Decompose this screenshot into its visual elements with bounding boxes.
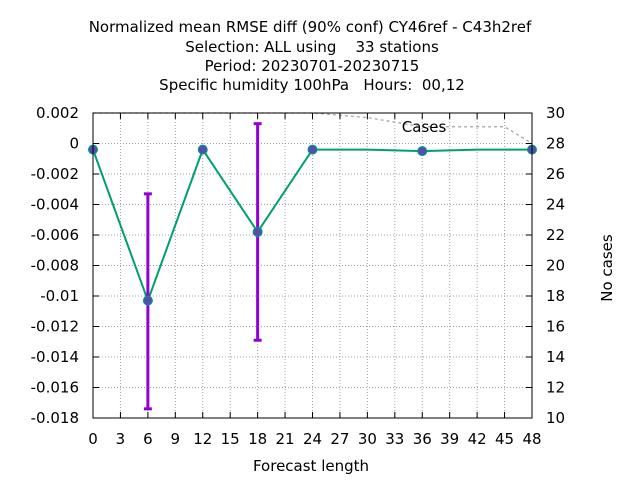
data-point bbox=[417, 146, 428, 157]
x-tick-label: 27 bbox=[330, 430, 349, 448]
x-tick-label: 45 bbox=[495, 430, 514, 448]
y2-axis-ticks: 30 28 26 24 22 20 18 16 14 12 10 bbox=[526, 104, 565, 427]
x-tick-label: 15 bbox=[221, 430, 240, 448]
data-point bbox=[307, 144, 318, 155]
x-tick-label: 33 bbox=[385, 430, 404, 448]
y2-tick-label: 14 bbox=[546, 348, 565, 366]
main-series bbox=[92, 147, 532, 304]
chart-title: Normalized mean RMSE diff (90% conf) CY4… bbox=[89, 18, 532, 94]
y-tick-label: -0.002 bbox=[31, 165, 79, 183]
y-tick-label: -0.014 bbox=[31, 348, 79, 366]
x-tick-label: 0 bbox=[88, 430, 98, 448]
title-line-1: Normalized mean RMSE diff (90% conf) CY4… bbox=[89, 18, 532, 36]
x-tick-label: 42 bbox=[468, 430, 487, 448]
data-point bbox=[142, 295, 153, 306]
x-axis-label: Forecast length bbox=[253, 457, 369, 475]
series-line bbox=[92, 147, 532, 304]
y-tick-label: -0.01 bbox=[40, 287, 79, 305]
x-tick-label: 12 bbox=[193, 430, 212, 448]
x-tick-label: 48 bbox=[522, 430, 541, 448]
y2-tick-label: 18 bbox=[546, 287, 565, 305]
x-axis-ticks: 0 3 6 9 12 15 18 21 24 27 30 33 36 39 42 45 48 bbox=[88, 113, 542, 448]
x-tick-label: 24 bbox=[303, 430, 322, 448]
x-tick-label: 18 bbox=[248, 430, 267, 448]
y-axis-ticks: 0.002 0 -0.002 -0.004 -0.006 -0.008 -0.01 -0.01… bbox=[31, 104, 99, 427]
y-tick-label: -0.018 bbox=[31, 409, 79, 427]
y2-tick-label: 28 bbox=[546, 135, 565, 153]
y2-tick-label: 20 bbox=[546, 257, 565, 275]
grid-lines bbox=[93, 113, 532, 418]
y2-axis-label: No cases bbox=[598, 234, 616, 302]
x-tick-label: 21 bbox=[276, 430, 295, 448]
y-tick-label: -0.012 bbox=[31, 318, 79, 336]
y-tick-label: 0.002 bbox=[36, 104, 79, 122]
title-line-2: Selection: ALL using 33 stations bbox=[185, 38, 439, 56]
y2-tick-label: 16 bbox=[546, 318, 565, 336]
y-tick-label: -0.006 bbox=[31, 226, 79, 244]
y2-tick-label: 22 bbox=[546, 226, 565, 244]
y-tick-label: -0.008 bbox=[31, 257, 79, 275]
x-tick-label: 39 bbox=[440, 430, 459, 448]
cases-legend-label: Cases bbox=[402, 118, 447, 136]
y2-tick-label: 10 bbox=[546, 409, 565, 427]
y-tick-label: 0 bbox=[69, 135, 79, 153]
y2-tick-label: 30 bbox=[546, 104, 565, 122]
title-line-3: Period: 20230701-20230715 bbox=[205, 57, 420, 75]
data-point bbox=[197, 144, 208, 155]
x-tick-label: 3 bbox=[116, 430, 126, 448]
x-tick-label: 30 bbox=[358, 430, 377, 448]
y-tick-label: -0.004 bbox=[31, 196, 79, 214]
y-tick-label: -0.016 bbox=[31, 379, 79, 397]
x-tick-label: 6 bbox=[143, 430, 153, 448]
x-tick-label: 9 bbox=[171, 430, 181, 448]
y2-tick-label: 26 bbox=[546, 165, 565, 183]
y2-tick-label: 12 bbox=[546, 379, 565, 397]
y2-tick-label: 24 bbox=[546, 196, 565, 214]
x-tick-label: 36 bbox=[413, 430, 432, 448]
title-line-4: Specific humidity 100hPa Hours: 00,12 bbox=[159, 76, 465, 94]
data-point bbox=[252, 226, 263, 237]
